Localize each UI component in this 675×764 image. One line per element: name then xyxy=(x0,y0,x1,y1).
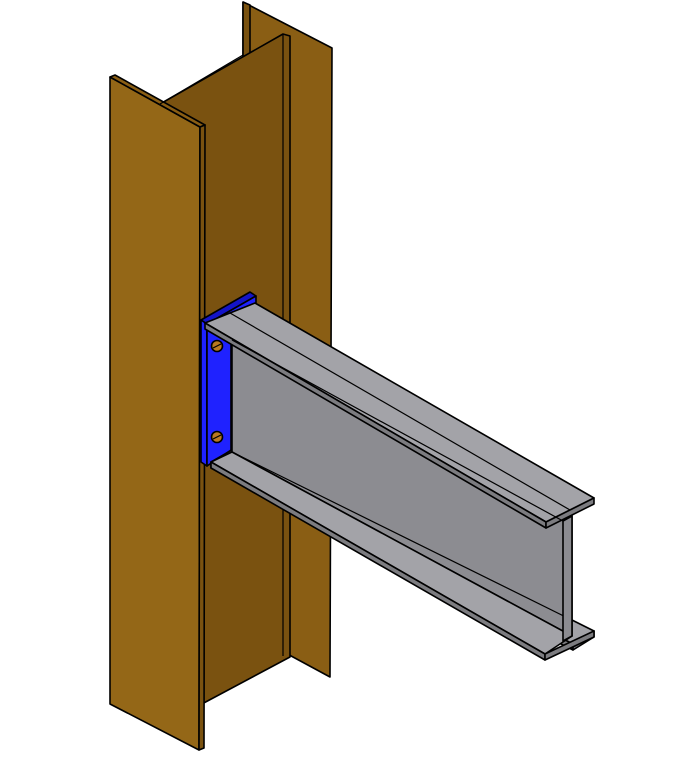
beam-top-flange-underside xyxy=(231,339,564,522)
beam-top-flange-end xyxy=(545,497,595,529)
beam-bottom-flange-front-end xyxy=(544,630,595,661)
column-front-flange-face xyxy=(109,76,201,751)
beam-end-web xyxy=(562,515,573,642)
bolt-lower-slot xyxy=(212,434,222,440)
beam-top-flange-web-line xyxy=(229,312,571,511)
beam-bottom-flange-edge xyxy=(231,451,595,632)
end-plate-face xyxy=(200,319,208,467)
bolt-upper-slot xyxy=(212,343,222,349)
steel-beam xyxy=(204,302,595,661)
bolts xyxy=(210,339,224,444)
web-front-top-edge xyxy=(159,54,244,105)
